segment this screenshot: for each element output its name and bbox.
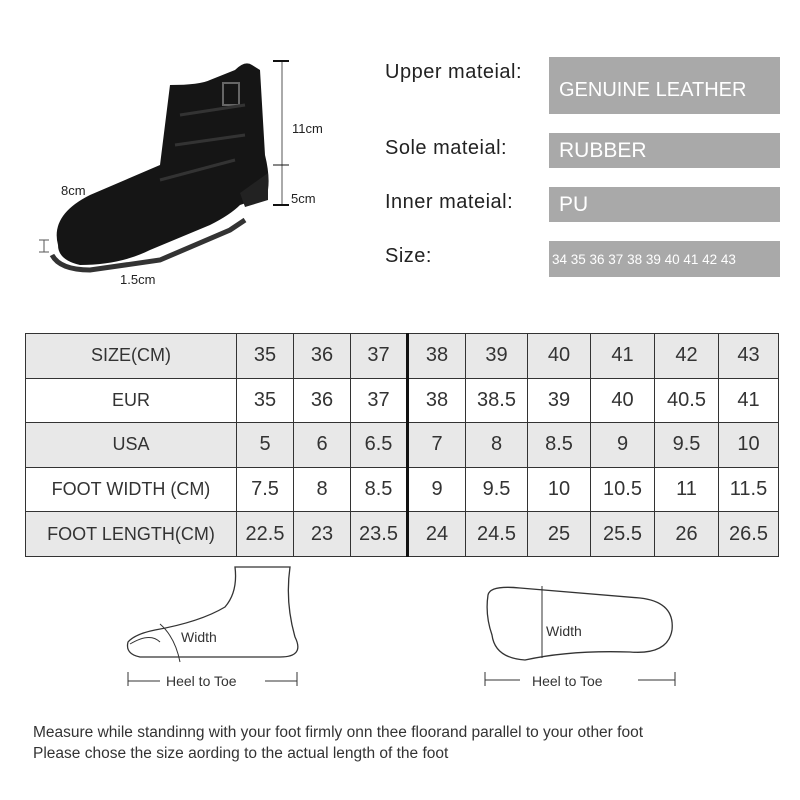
table-cell: 35 xyxy=(236,377,294,424)
sole-material-value: RUBBER xyxy=(549,133,780,168)
size-chart-table: SIZE(CM) 35 36 37 38 39 40 41 42 43 EUR 35 36 37 38 38.… xyxy=(25,333,779,557)
top-length-label: Heel to Toe xyxy=(532,673,603,689)
platform-label: 1.5cm xyxy=(120,272,156,287)
table-cell: 9.5 xyxy=(654,422,719,468)
table-cell: 37 xyxy=(350,377,408,424)
table-cell: 24.5 xyxy=(465,511,528,557)
foot-side-diagram xyxy=(126,566,299,686)
table-cell: 38.5 xyxy=(465,377,528,424)
upper-material-label: Upper mateial: xyxy=(385,61,523,83)
table-cell: 41 xyxy=(590,333,655,379)
table-cell: 6.5 xyxy=(350,422,408,468)
heel-height-label: 5cm xyxy=(291,191,316,206)
table-cell: 25.5 xyxy=(590,511,655,557)
table-cell: 8 xyxy=(293,466,351,513)
table-cell: 38 xyxy=(406,333,466,379)
table-row: USA 5 6 6.5 7 8 8.5 9 9.5 10 xyxy=(25,422,779,468)
table-cell: 8.5 xyxy=(527,422,591,468)
shoe-image xyxy=(39,60,289,273)
side-width-label: Width xyxy=(181,629,217,645)
table-cell: 7 xyxy=(406,422,466,468)
size-range-value: 34 35 36 37 38 39 40 41 42 43 xyxy=(549,241,780,277)
table-cell: 5 xyxy=(236,422,294,468)
table-cell: 26 xyxy=(654,511,719,557)
table-cell: 11.5 xyxy=(718,466,779,513)
table-row: FOOT WIDTH (CM) 7.5 8 8.5 9 9.5 10 10.5 11 11.5 xyxy=(25,466,779,513)
table-cell: 22.5 xyxy=(236,511,294,557)
row-header: EUR xyxy=(25,377,237,424)
table-cell: 11 xyxy=(654,466,719,513)
opening-label: 8cm xyxy=(61,183,86,198)
side-length-label: Heel to Toe xyxy=(166,673,237,689)
table-cell: 36 xyxy=(293,333,351,379)
table-cell: 8 xyxy=(465,422,528,468)
table-cell: 9.5 xyxy=(465,466,528,513)
table-cell: 9 xyxy=(590,422,655,468)
row-header: FOOT WIDTH (CM) xyxy=(25,466,237,513)
row-header: SIZE(CM) xyxy=(25,333,237,379)
table-cell: 26.5 xyxy=(718,511,779,557)
table-cell: 38 xyxy=(406,377,466,424)
table-cell: 40 xyxy=(527,333,591,379)
table-cell: 43 xyxy=(718,333,779,379)
shaft-height-label: 11cm xyxy=(292,121,323,136)
table-cell: 39 xyxy=(527,377,591,424)
table-cell: 8.5 xyxy=(350,466,408,513)
table-cell: 39 xyxy=(465,333,528,379)
top-width-label: Width xyxy=(546,623,582,639)
table-cell: 40.5 xyxy=(654,377,719,424)
table-row: FOOT LENGTH(CM) 22.5 23 23.5 24 24.5 25 25.5 26 2… xyxy=(25,511,779,557)
table-cell: 42 xyxy=(654,333,719,379)
table-cell: 9 xyxy=(406,466,466,513)
table-row: EUR 35 36 37 38 38.5 39 40 40.5 41 xyxy=(25,377,779,424)
table-cell: 35 xyxy=(236,333,294,379)
table-cell: 23 xyxy=(293,511,351,557)
table-cell: 10.5 xyxy=(590,466,655,513)
table-row: SIZE(CM) 35 36 37 38 39 40 41 42 43 xyxy=(25,333,779,379)
table-cell: 41 xyxy=(718,377,779,424)
table-cell: 6 xyxy=(293,422,351,468)
table-cell: 7.5 xyxy=(236,466,294,513)
foot-top-diagram xyxy=(484,586,676,686)
row-header: USA xyxy=(25,422,237,468)
measure-note: Measure while standinng with your foot f… xyxy=(33,724,644,741)
sole-material-label: Sole mateial: xyxy=(385,137,508,159)
table-cell: 25 xyxy=(527,511,591,557)
table-cell: 10 xyxy=(718,422,779,468)
table-cell: 23.5 xyxy=(350,511,408,557)
upper-material-value: GENUINE LEATHER xyxy=(549,57,780,114)
inner-material-value: PU xyxy=(549,187,780,222)
table-cell: 36 xyxy=(293,377,351,424)
size-note: Please chose the size aording to the act… xyxy=(33,745,449,762)
inner-material-label: Inner mateial: xyxy=(385,191,514,213)
row-header: FOOT LENGTH(CM) xyxy=(25,511,237,557)
size-label: Size: xyxy=(385,245,432,267)
table-cell: 37 xyxy=(350,333,408,379)
table-cell: 24 xyxy=(406,511,466,557)
table-cell: 10 xyxy=(527,466,591,513)
table-cell: 40 xyxy=(590,377,655,424)
